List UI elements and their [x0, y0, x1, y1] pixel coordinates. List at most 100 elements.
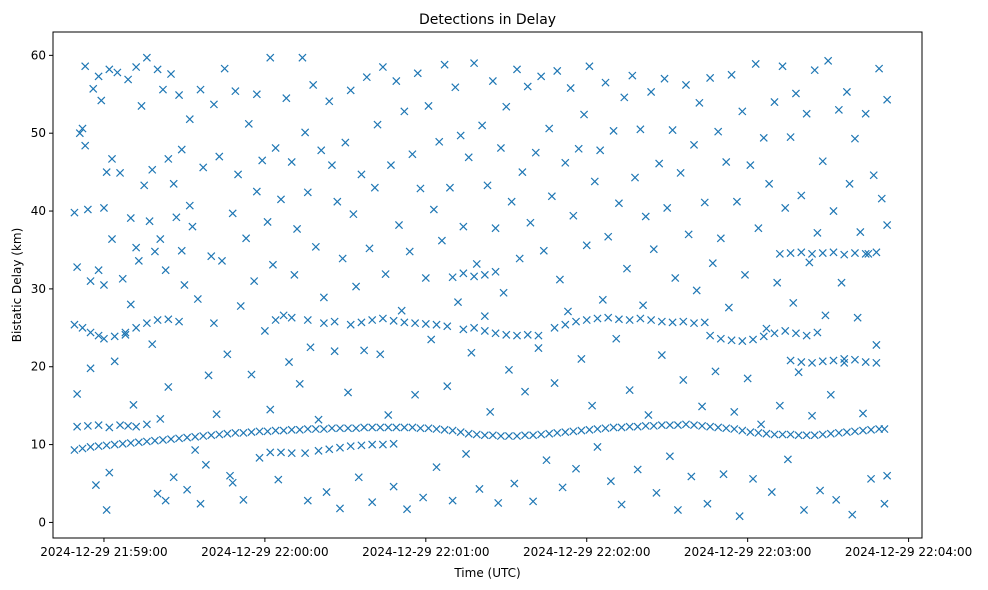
data-point: [346, 86, 355, 95]
data-point: [271, 426, 280, 435]
data-point: [746, 161, 755, 170]
data-point: [791, 329, 800, 338]
data-point: [99, 203, 108, 212]
data-point: [263, 427, 272, 436]
data-point: [225, 471, 235, 480]
data-point: [521, 387, 530, 396]
x-tick-label: 2024-12-29 21:59:00: [40, 545, 167, 559]
data-point: [276, 448, 286, 457]
data-point: [217, 256, 226, 265]
x-axis-label: Time (UTC): [453, 566, 520, 580]
data-point: [679, 317, 688, 326]
data-point: [545, 124, 554, 133]
data-point: [512, 331, 522, 340]
y-tick-label: 50: [31, 126, 46, 140]
data-point: [228, 478, 237, 487]
data-point: [695, 98, 704, 107]
data-point: [169, 179, 178, 188]
data-point: [389, 482, 398, 491]
data-point: [279, 426, 288, 435]
data-point: [421, 319, 430, 328]
data-point: [730, 407, 739, 416]
y-tick-label: 40: [31, 204, 46, 218]
data-point: [378, 314, 387, 323]
data-point: [448, 273, 457, 282]
data-point: [445, 183, 454, 192]
data-point: [81, 141, 90, 150]
data-point: [376, 423, 385, 432]
y-tick-label: 10: [31, 438, 46, 452]
data-point: [456, 428, 465, 437]
data-point: [850, 249, 859, 258]
data-point: [357, 170, 366, 179]
data-point: [86, 328, 95, 337]
data-point: [539, 246, 548, 255]
data-point: [317, 146, 326, 155]
data-point: [327, 161, 336, 170]
data-point: [818, 430, 827, 439]
data-point: [582, 316, 591, 325]
data-point: [456, 131, 465, 140]
data-point: [295, 379, 304, 388]
data-point: [287, 449, 296, 458]
data-point: [470, 323, 479, 332]
data-point: [389, 439, 398, 448]
data-point: [802, 431, 811, 440]
data-point: [279, 311, 288, 320]
data-point: [765, 179, 774, 188]
data-point: [285, 358, 294, 367]
data-point: [512, 65, 522, 74]
data-point: [655, 159, 664, 168]
data-point: [689, 140, 699, 149]
data-point: [411, 390, 420, 399]
data-point: [354, 473, 363, 482]
data-point: [70, 320, 79, 329]
data-point: [183, 485, 192, 494]
data-point: [671, 273, 680, 283]
data-point: [799, 505, 809, 514]
data-point: [255, 427, 264, 436]
data-point: [861, 109, 870, 118]
data-point: [276, 195, 286, 204]
data-point: [145, 217, 154, 226]
data-point: [293, 224, 302, 233]
data-point: [622, 264, 631, 273]
data-point: [319, 319, 328, 328]
data-point: [137, 101, 146, 110]
data-point: [344, 424, 353, 433]
data-point: [588, 401, 597, 410]
data-point: [802, 109, 811, 118]
data-point: [124, 75, 133, 84]
data-point: [829, 356, 838, 365]
data-point: [743, 374, 752, 383]
data-point: [129, 400, 138, 409]
data-point: [563, 307, 572, 316]
data-point: [746, 428, 755, 437]
data-point: [381, 270, 390, 279]
data-point: [403, 505, 412, 514]
data-point: [102, 168, 111, 177]
data-point: [338, 254, 347, 263]
data-point: [692, 286, 701, 295]
data-point: [534, 344, 543, 353]
data-point: [424, 101, 433, 110]
data-point: [102, 441, 111, 450]
data-point: [735, 512, 744, 521]
data-point: [207, 252, 216, 261]
data-point: [89, 84, 98, 93]
data-point: [749, 474, 758, 483]
data-point: [132, 422, 141, 431]
data-point: [571, 317, 581, 326]
data-point: [443, 382, 452, 391]
data-point: [700, 198, 709, 207]
data-point: [832, 495, 841, 504]
data-point: [134, 438, 143, 447]
data-point: [107, 235, 117, 244]
data-point: [593, 314, 602, 323]
data-point: [70, 446, 79, 455]
data-point: [808, 249, 817, 258]
data-point: [368, 498, 377, 507]
data-point: [580, 110, 589, 119]
data-point: [373, 120, 382, 129]
